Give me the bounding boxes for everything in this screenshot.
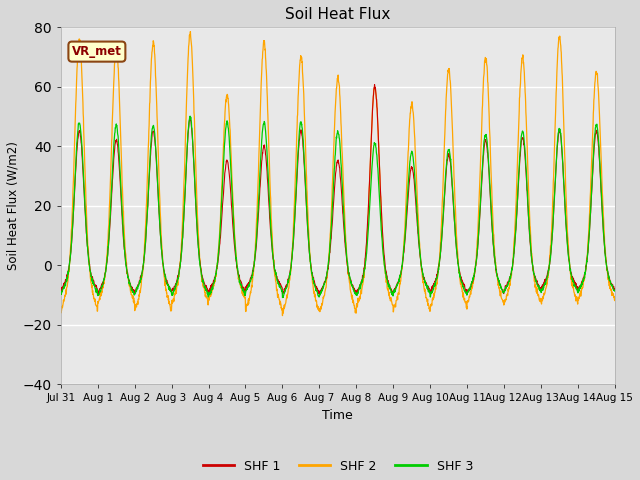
X-axis label: Time: Time — [323, 408, 353, 421]
Y-axis label: Soil Heat Flux (W/m2): Soil Heat Flux (W/m2) — [7, 141, 20, 270]
Legend: SHF 1, SHF 2, SHF 3: SHF 1, SHF 2, SHF 3 — [198, 455, 478, 478]
Text: VR_met: VR_met — [72, 45, 122, 58]
Title: Soil Heat Flux: Soil Heat Flux — [285, 7, 390, 22]
